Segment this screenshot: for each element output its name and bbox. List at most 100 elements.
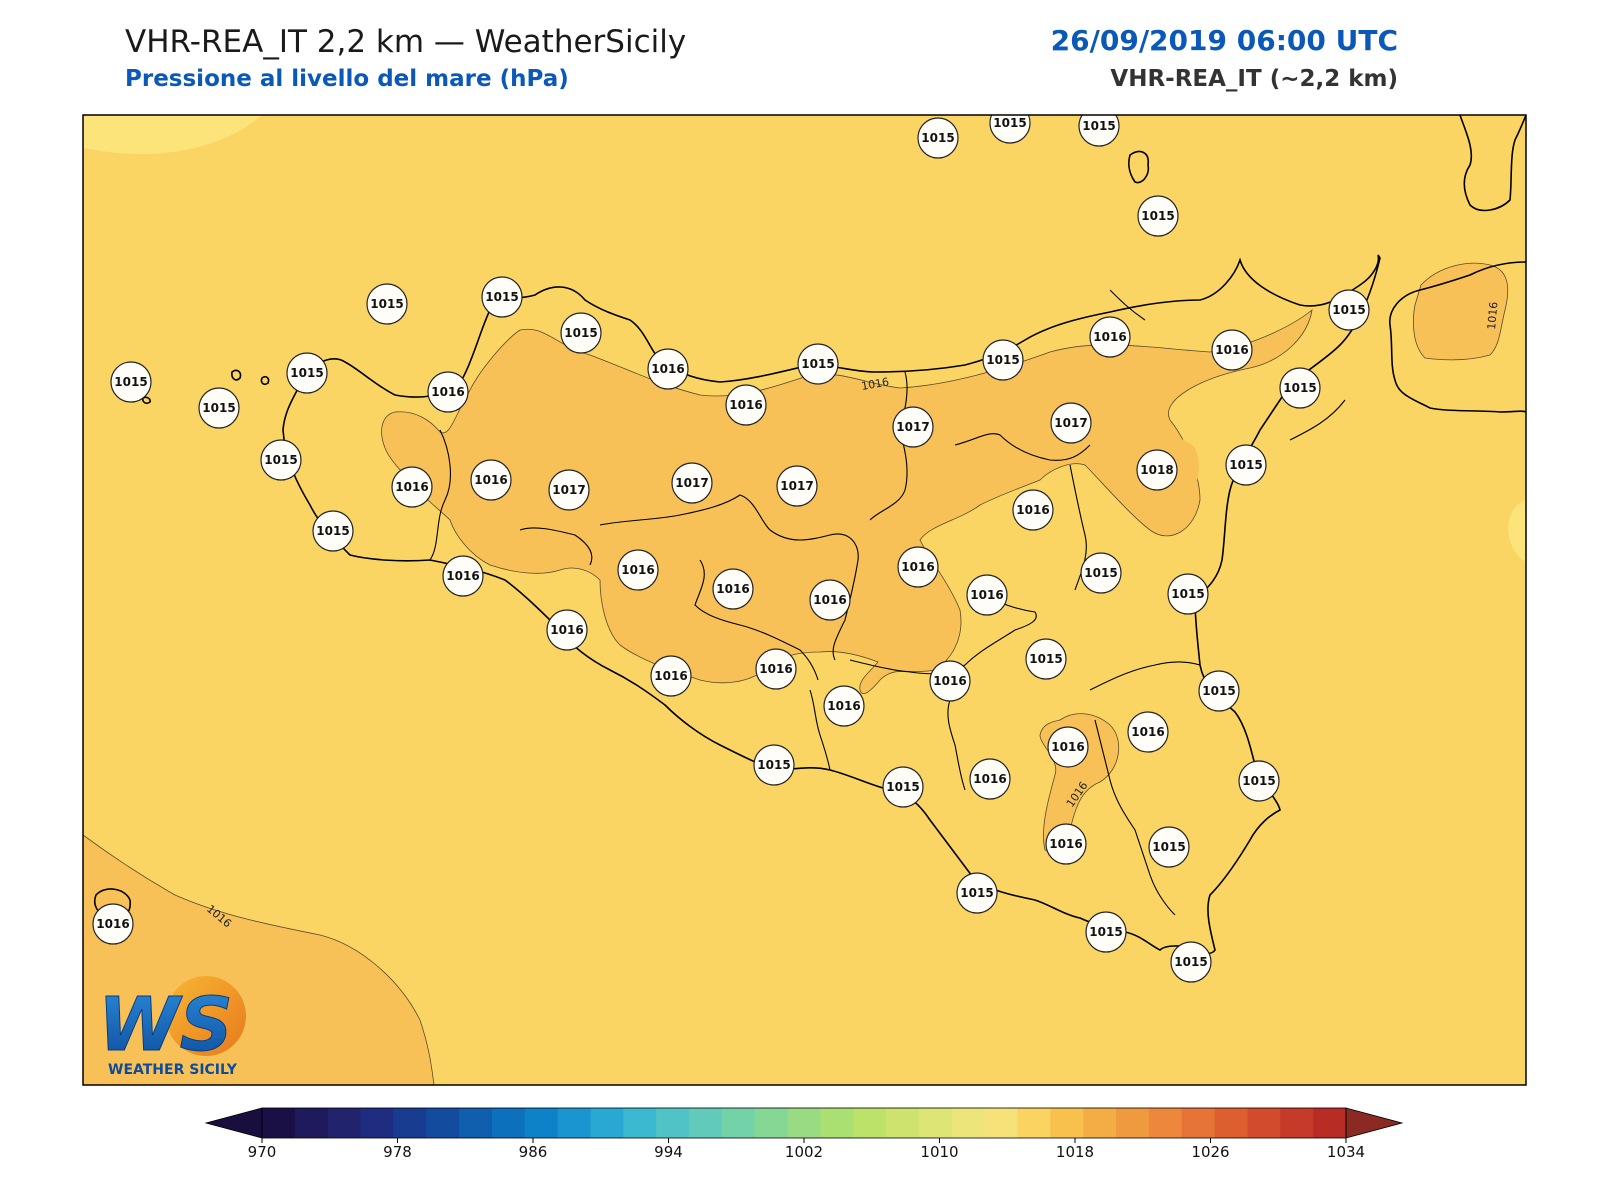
station-marker: 1016 bbox=[470, 459, 512, 501]
pressure-band-low bbox=[83, 115, 262, 155]
colorbar-segment bbox=[524, 1108, 559, 1138]
colorbar-tick-label: 970 bbox=[248, 1143, 277, 1161]
station-marker: 1016 bbox=[1127, 711, 1169, 753]
station-marker: 1015 bbox=[1137, 195, 1179, 237]
colorbar-tick-label: 994 bbox=[654, 1143, 683, 1161]
page-title: VHR-REA_IT 2,2 km — WeatherSicily bbox=[125, 24, 687, 60]
station-circle bbox=[92, 903, 134, 945]
station-marker: 1016 bbox=[1045, 823, 1087, 865]
colorbar-segment bbox=[1313, 1108, 1347, 1138]
colorbar-segment bbox=[689, 1108, 723, 1138]
station-marker: 1015 bbox=[560, 312, 602, 354]
colorbar-segment bbox=[820, 1108, 854, 1138]
station-marker: 1017 bbox=[892, 406, 934, 448]
station-circle bbox=[1238, 760, 1280, 802]
station-marker: 1015 bbox=[1148, 826, 1190, 868]
contour-label: 1016 bbox=[860, 375, 890, 393]
station-marker: 1016 bbox=[546, 609, 588, 651]
station-circle bbox=[956, 872, 998, 914]
station-circle bbox=[1167, 573, 1209, 615]
station-circle bbox=[366, 283, 408, 325]
model-label: VHR-REA_IT (~2,2 km) bbox=[1110, 66, 1398, 92]
colorbar-segment bbox=[590, 1108, 624, 1138]
station-circle bbox=[929, 660, 971, 702]
station-value: 1015 bbox=[1171, 587, 1204, 601]
station-marker: 1015 bbox=[1167, 573, 1209, 615]
station-marker: 1015 bbox=[882, 766, 924, 808]
station-marker: 1015 bbox=[917, 117, 959, 159]
station-circle bbox=[647, 348, 689, 390]
station-circle bbox=[1089, 316, 1131, 358]
colorbar-tick-label: 1018 bbox=[1056, 1143, 1094, 1161]
station-circle bbox=[110, 361, 152, 403]
colorbar-segment bbox=[787, 1108, 821, 1138]
station-marker: 1016 bbox=[809, 579, 851, 621]
station-circle bbox=[1045, 823, 1087, 865]
map-field: 1016 1016 1016 1016 1015 1015 1015 1015 1015… bbox=[83, 115, 1526, 1085]
station-marker: 1016 bbox=[897, 546, 939, 588]
station-value: 1015 bbox=[1229, 458, 1262, 472]
station-marker: 1016 bbox=[1012, 489, 1054, 531]
colorbar-segment bbox=[294, 1108, 329, 1138]
station-marker: 1015 bbox=[1170, 941, 1212, 983]
station-circle bbox=[809, 579, 851, 621]
station-circle bbox=[198, 387, 240, 429]
station-value: 1015 bbox=[986, 353, 1019, 367]
colorbar-segment bbox=[984, 1108, 1019, 1138]
station-marker: 1016 bbox=[92, 903, 134, 945]
station-marker: 1015 bbox=[1238, 760, 1280, 802]
colorbar-tick-label: 1034 bbox=[1327, 1143, 1365, 1161]
station-marker: 1016 bbox=[617, 549, 659, 591]
station-circle bbox=[286, 352, 328, 394]
station-value: 1015 bbox=[264, 453, 297, 467]
station-value: 1015 bbox=[1152, 840, 1185, 854]
station-value: 1016 bbox=[813, 593, 846, 607]
station-value: 1016 bbox=[431, 385, 464, 399]
station-value: 1015 bbox=[1089, 925, 1122, 939]
station-marker: 1016 bbox=[391, 466, 433, 508]
station-marker: 1016 bbox=[966, 574, 1008, 616]
station-value: 1016 bbox=[970, 588, 1003, 602]
station-value: 1017 bbox=[1054, 416, 1087, 430]
station-circle bbox=[1198, 670, 1240, 712]
logo-text: WEATHER SICILY bbox=[108, 1062, 238, 1078]
station-circle bbox=[671, 462, 713, 504]
station-circle bbox=[1170, 941, 1212, 983]
station-value: 1017 bbox=[552, 483, 585, 497]
station-value: 1015 bbox=[485, 290, 518, 304]
station-circle bbox=[969, 758, 1011, 800]
station-marker: 1015 bbox=[753, 744, 795, 786]
station-circle bbox=[1136, 449, 1178, 491]
station-marker: 1015 bbox=[366, 283, 408, 325]
station-marker: 1015 bbox=[198, 387, 240, 429]
station-marker: 1016 bbox=[823, 685, 865, 727]
pressure-band-1016 bbox=[1413, 262, 1509, 361]
colorbar-segment bbox=[853, 1108, 887, 1138]
station-value: 1016 bbox=[973, 772, 1006, 786]
station-value: 1016 bbox=[716, 582, 749, 596]
station-value: 1015 bbox=[1141, 209, 1174, 223]
station-circle bbox=[442, 555, 484, 597]
station-marker: 1015 bbox=[481, 276, 523, 318]
station-marker: 1016 bbox=[427, 371, 469, 413]
colorbar-segment bbox=[491, 1108, 526, 1138]
station-value: 1016 bbox=[1051, 740, 1084, 754]
map-frame bbox=[82, 114, 1527, 1086]
station-circle bbox=[1211, 329, 1253, 371]
station-marker: 1015 bbox=[110, 361, 152, 403]
station-marker: 1016 bbox=[1089, 316, 1131, 358]
station-circle bbox=[989, 115, 1031, 144]
station-value: 1016 bbox=[621, 563, 654, 577]
colorbar-segment bbox=[360, 1108, 394, 1138]
station-circle bbox=[1127, 711, 1169, 753]
station-marker: 1016 bbox=[650, 655, 692, 697]
station-marker: 1016 bbox=[442, 555, 484, 597]
station-circle bbox=[1328, 289, 1370, 331]
station-marker: 1015 bbox=[260, 439, 302, 481]
station-value: 1016 bbox=[96, 917, 129, 931]
station-value: 1015 bbox=[370, 297, 403, 311]
station-value: 1016 bbox=[1016, 503, 1049, 517]
station-value: 1017 bbox=[896, 420, 929, 434]
station-value: 1016 bbox=[1093, 330, 1126, 344]
